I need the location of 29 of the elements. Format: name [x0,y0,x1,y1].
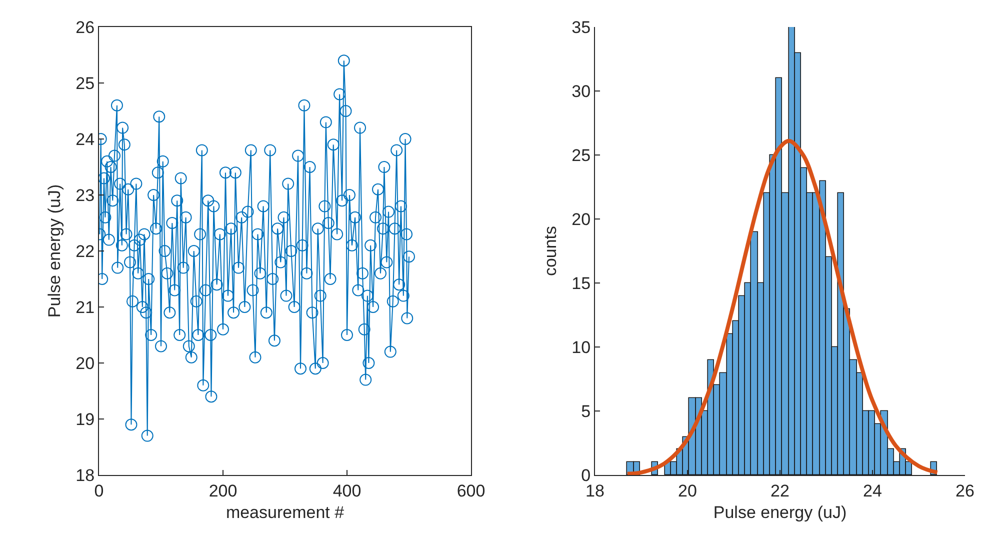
y-tick-label: 25 [76,74,95,93]
line-series [625,138,940,475]
y-tick-label: 21 [76,298,95,317]
y-tick-label: 23 [76,186,95,205]
y-tick-label: 22 [76,242,95,261]
y-tick-label: 30 [572,82,591,101]
y-axis-title: Pulse energy (uJ) [45,184,64,318]
x-tick-label: 24 [863,481,882,500]
x-tick-label: 600 [456,481,486,500]
y-tick-label: 20 [572,210,591,229]
y-tick-label: 24 [76,130,95,149]
x-axis-title: measurement # [226,502,345,522]
y-tick-label: 15 [572,274,591,293]
y-tick-label: 0 [581,466,591,485]
y-tick-label: 25 [572,146,591,165]
x-tick-label: 22 [770,481,790,500]
x-tick-label: 200 [208,481,238,500]
y-tick-label: 18 [76,466,95,485]
y-tick-label: 10 [572,338,591,357]
y-tick-label: 19 [76,410,95,429]
x-tick-label: 20 [678,481,697,500]
y-tick-label: 20 [76,354,95,373]
x-tick-label: 26 [956,481,974,500]
y-axis-title: counts [541,226,560,276]
y-tick-label: 26 [76,18,95,37]
y-tick-label: 5 [581,402,591,421]
x-axis-title: Pulse energy (uJ) [713,502,847,522]
y-tick-label: 35 [572,18,591,37]
x-tick-label: 400 [332,481,362,500]
